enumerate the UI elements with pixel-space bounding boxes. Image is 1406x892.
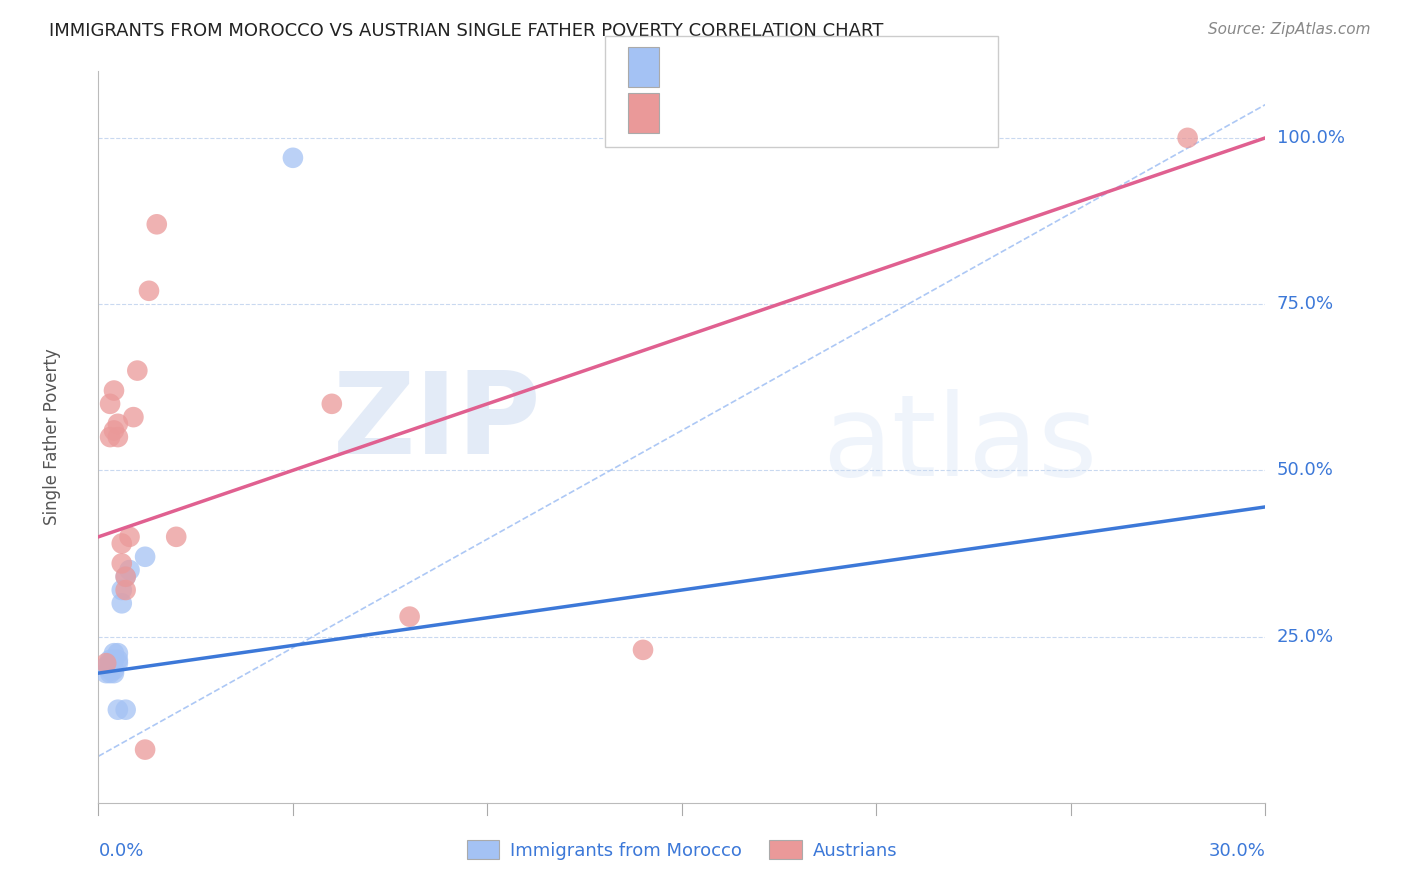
Point: [118, 563, 141, 577]
Text: 25.0%: 25.0%: [1277, 628, 1334, 646]
Point: [114, 582, 136, 597]
Point: [114, 570, 136, 584]
Point: [107, 656, 129, 670]
Point: [111, 536, 134, 550]
Text: Source: ZipAtlas.com: Source: ZipAtlas.com: [1208, 22, 1371, 37]
Point: [114, 703, 136, 717]
Point: [127, 363, 149, 377]
Point: [98, 397, 121, 411]
Text: 50.0%: 50.0%: [1277, 461, 1333, 479]
Point: [103, 663, 125, 677]
Point: [103, 653, 125, 667]
Point: [103, 646, 125, 660]
Point: [134, 549, 156, 564]
Point: [114, 570, 136, 584]
Point: [134, 742, 156, 756]
Point: [107, 703, 129, 717]
Point: [103, 666, 125, 681]
Point: [96, 656, 118, 670]
Point: [111, 582, 134, 597]
Point: [96, 659, 118, 673]
Point: [281, 151, 304, 165]
Point: [107, 646, 129, 660]
Point: [107, 430, 129, 444]
Point: [165, 530, 187, 544]
Point: [118, 530, 141, 544]
Text: 75.0%: 75.0%: [1277, 295, 1334, 313]
Point: [111, 557, 134, 571]
Point: [631, 643, 654, 657]
Text: N = 21: N = 21: [858, 57, 931, 77]
Text: R = 0.178: R = 0.178: [671, 57, 769, 77]
Point: [98, 656, 121, 670]
Text: atlas: atlas: [823, 389, 1097, 500]
Point: [138, 284, 160, 298]
Point: [98, 430, 121, 444]
Text: Single Father Poverty: Single Father Poverty: [42, 349, 60, 525]
Point: [111, 596, 134, 610]
Point: [103, 384, 125, 398]
Text: 30.0%: 30.0%: [1209, 842, 1265, 860]
Point: [98, 653, 121, 667]
Point: [321, 397, 343, 411]
Point: [96, 666, 118, 681]
Point: [98, 666, 121, 681]
Point: [103, 424, 125, 438]
Text: 100.0%: 100.0%: [1277, 128, 1344, 147]
Point: [107, 417, 129, 431]
Point: [98, 663, 121, 677]
Point: [122, 410, 145, 425]
Point: [107, 653, 129, 667]
Text: IMMIGRANTS FROM MOROCCO VS AUSTRIAN SINGLE FATHER POVERTY CORRELATION CHART: IMMIGRANTS FROM MOROCCO VS AUSTRIAN SING…: [49, 22, 883, 40]
Legend: Immigrants from Morocco, Austrians: Immigrants from Morocco, Austrians: [460, 833, 904, 867]
Text: 0.0%: 0.0%: [98, 842, 143, 860]
Text: R = 0.371: R = 0.371: [671, 103, 769, 123]
Point: [1177, 131, 1199, 145]
Text: N = 22: N = 22: [858, 103, 931, 123]
Point: [146, 217, 169, 231]
Point: [398, 609, 420, 624]
Text: ZIP: ZIP: [333, 367, 541, 478]
